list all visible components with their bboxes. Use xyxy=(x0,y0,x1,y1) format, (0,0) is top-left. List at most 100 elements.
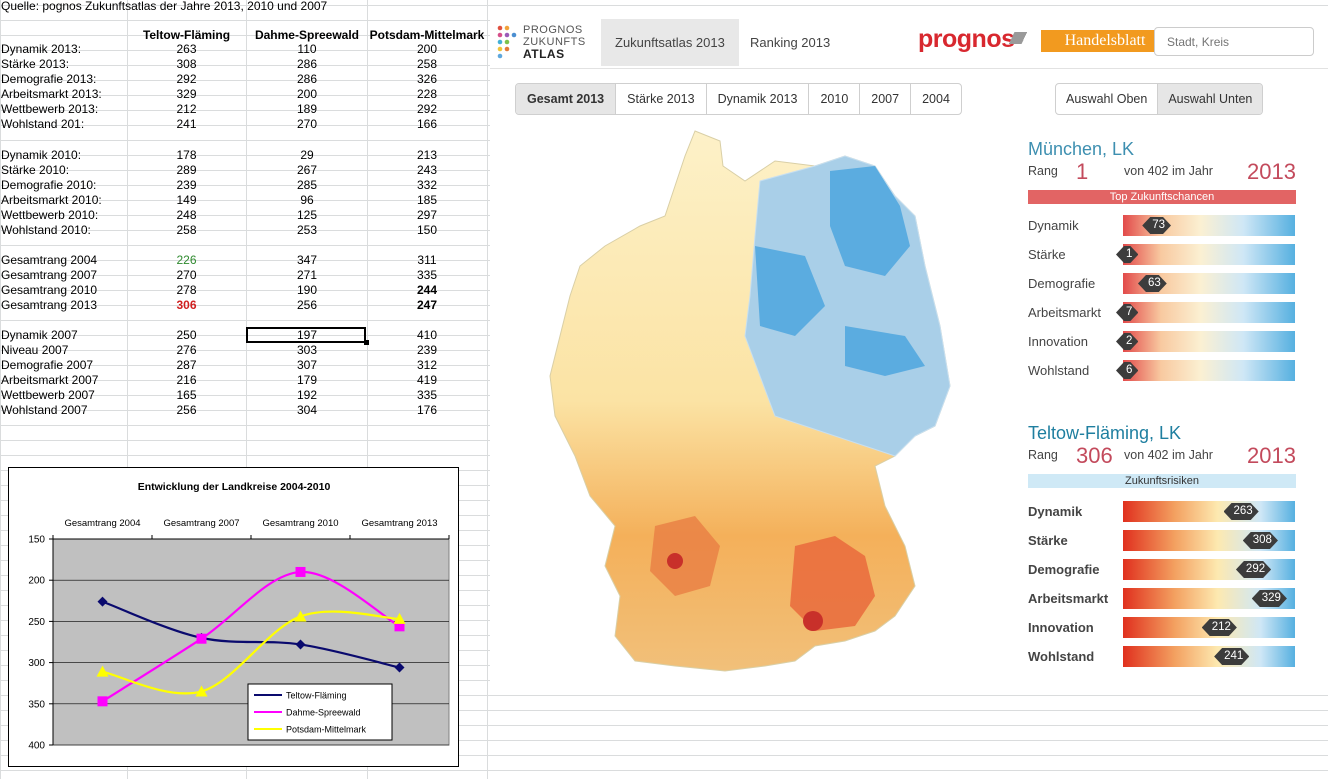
map-stuttgart-marker[interactable] xyxy=(667,553,683,569)
metric-rank-pin[interactable]: 308 xyxy=(1243,532,1278,549)
tab-dynamik-2013[interactable]: Dynamik 2013 xyxy=(707,84,810,114)
table-cell[interactable]: 312 xyxy=(416,358,438,372)
series-line[interactable] xyxy=(102,600,400,669)
table-cell[interactable]: 178 xyxy=(176,148,197,162)
data-point[interactable] xyxy=(295,639,306,650)
row-label[interactable]: Demografie 2013: xyxy=(1,72,97,86)
auswahl-unten-button[interactable]: Auswahl Unten xyxy=(1158,84,1263,114)
table-cell[interactable]: 419 xyxy=(416,373,438,387)
source-note[interactable]: Quelle: pognos Zukunftsatlas der Jahre 2… xyxy=(1,0,328,13)
table-cell[interactable]: 110 xyxy=(297,42,317,56)
table-cell[interactable]: 176 xyxy=(416,403,438,417)
row-label[interactable]: Wettbewerb 2013: xyxy=(1,102,99,116)
table-cell[interactable]: 297 xyxy=(416,208,438,222)
table-cell[interactable]: 200 xyxy=(416,42,438,56)
data-point[interactable] xyxy=(393,612,406,624)
table-cell[interactable]: 226 xyxy=(176,253,197,267)
table-cell[interactable]: 306 xyxy=(176,298,197,312)
tab-zukunftsatlas[interactable]: Zukunftsatlas 2013 xyxy=(601,19,739,66)
table-cell[interactable]: 247 xyxy=(416,298,438,312)
table-cell[interactable]: 239 xyxy=(176,178,197,192)
table-cell[interactable]: 185 xyxy=(416,193,438,207)
data-point[interactable] xyxy=(294,610,307,622)
row-label[interactable]: Dynamik 2013: xyxy=(1,42,82,56)
table-cell[interactable]: 308 xyxy=(176,57,197,71)
table-cell[interactable]: 335 xyxy=(416,388,438,402)
germany-map[interactable] xyxy=(545,126,965,686)
data-point[interactable] xyxy=(195,685,208,697)
table-cell[interactable]: 189 xyxy=(296,102,318,116)
row-label[interactable]: Stärke 2010: xyxy=(1,163,70,177)
table-cell[interactable]: 285 xyxy=(296,178,318,192)
table-cell[interactable]: 303 xyxy=(296,343,318,357)
table-cell[interactable]: 250 xyxy=(176,328,197,342)
table-cell[interactable]: 267 xyxy=(296,163,318,177)
table-cell[interactable]: 276 xyxy=(176,343,197,357)
data-point[interactable] xyxy=(97,596,108,607)
table-cell[interactable]: 150 xyxy=(416,223,438,237)
fill-handle[interactable] xyxy=(364,340,369,345)
metric-rank-pin[interactable]: 292 xyxy=(1236,561,1271,578)
table-cell[interactable]: 335 xyxy=(416,268,438,282)
table-cell[interactable]: 200 xyxy=(296,87,318,101)
header-dahme[interactable]: Dahme-Spreewald xyxy=(254,28,360,42)
table-cell[interactable]: 286 xyxy=(296,72,318,86)
tab-2010[interactable]: 2010 xyxy=(809,84,861,114)
table-cell[interactable]: 190 xyxy=(296,283,318,297)
metric-rank-pin[interactable]: 7 xyxy=(1116,304,1138,321)
metric-rank-pin[interactable]: 263 xyxy=(1224,503,1259,520)
metric-rank-pin[interactable]: 212 xyxy=(1202,619,1237,636)
table-cell[interactable]: 256 xyxy=(296,298,318,312)
table-cell[interactable]: 149 xyxy=(176,193,197,207)
row-label[interactable]: Wettbewerb 2010: xyxy=(1,208,99,222)
table-cell[interactable]: 292 xyxy=(176,72,197,86)
table-cell[interactable]: 278 xyxy=(176,283,197,297)
table-cell[interactable]: 304 xyxy=(296,403,318,417)
row-label[interactable]: Wohlstand 2007 xyxy=(1,403,88,417)
data-point[interactable] xyxy=(394,662,405,673)
table-cell[interactable]: 241 xyxy=(176,117,197,131)
data-point[interactable] xyxy=(394,621,405,632)
table-cell[interactable]: 270 xyxy=(176,268,197,282)
row-label[interactable]: Demografie 2010: xyxy=(1,178,97,192)
data-point[interactable] xyxy=(97,696,108,707)
table-cell[interactable]: 243 xyxy=(416,163,438,177)
table-cell[interactable]: 239 xyxy=(416,343,438,357)
table-cell[interactable]: 228 xyxy=(416,87,438,101)
tab-2007[interactable]: 2007 xyxy=(860,84,912,114)
table-cell[interactable]: 165 xyxy=(176,388,197,402)
table-cell[interactable]: 125 xyxy=(296,208,318,222)
table-cell[interactable]: 216 xyxy=(176,373,197,387)
series-line[interactable] xyxy=(101,570,401,703)
prognos-brand-logo[interactable]: prognos xyxy=(918,25,1015,53)
tab-ranking[interactable]: Ranking 2013 xyxy=(750,35,831,50)
table-cell[interactable]: 287 xyxy=(176,358,197,372)
table-cell[interactable]: 192 xyxy=(296,388,318,402)
metric-rank-pin[interactable]: 241 xyxy=(1214,648,1249,665)
row-label[interactable]: Dynamik 2007 xyxy=(1,328,78,342)
table-cell[interactable]: 248 xyxy=(176,208,197,222)
row-label[interactable]: Wettbewerb 2007 xyxy=(1,388,95,402)
row-label[interactable]: Gesamtrang 2007 xyxy=(1,268,98,282)
series-line[interactable] xyxy=(102,610,400,695)
table-cell[interactable]: 292 xyxy=(416,102,438,116)
table-cell[interactable]: 289 xyxy=(176,163,197,177)
prognos-atlas-logo[interactable]: PROGNOS ZUKUNFTS ATLAS xyxy=(496,20,596,64)
table-cell[interactable]: 332 xyxy=(416,178,438,192)
table-cell[interactable]: 197 xyxy=(296,328,318,342)
table-cell[interactable]: 329 xyxy=(176,87,197,101)
table-cell[interactable]: 179 xyxy=(296,373,318,387)
row-label[interactable]: Demografie 2007 xyxy=(1,358,94,372)
row-label[interactable]: Gesamtrang 2010 xyxy=(1,283,98,297)
handelsblatt-logo[interactable]: Handelsblatt xyxy=(1041,30,1169,52)
metric-rank-pin[interactable]: 63 xyxy=(1138,275,1167,292)
table-cell[interactable]: 347 xyxy=(296,253,318,267)
table-cell[interactable]: 212 xyxy=(176,102,197,116)
row-label[interactable]: Arbeitsmarkt 2007 xyxy=(1,373,99,387)
row-label[interactable]: Dynamik 2010: xyxy=(1,148,82,162)
tab-staerke-2013[interactable]: Stärke 2013 xyxy=(616,84,707,114)
table-cell[interactable]: 410 xyxy=(416,328,438,342)
table-cell[interactable]: 258 xyxy=(176,223,197,237)
table-cell[interactable]: 270 xyxy=(296,117,318,131)
auswahl-oben-button[interactable]: Auswahl Oben xyxy=(1056,84,1159,114)
